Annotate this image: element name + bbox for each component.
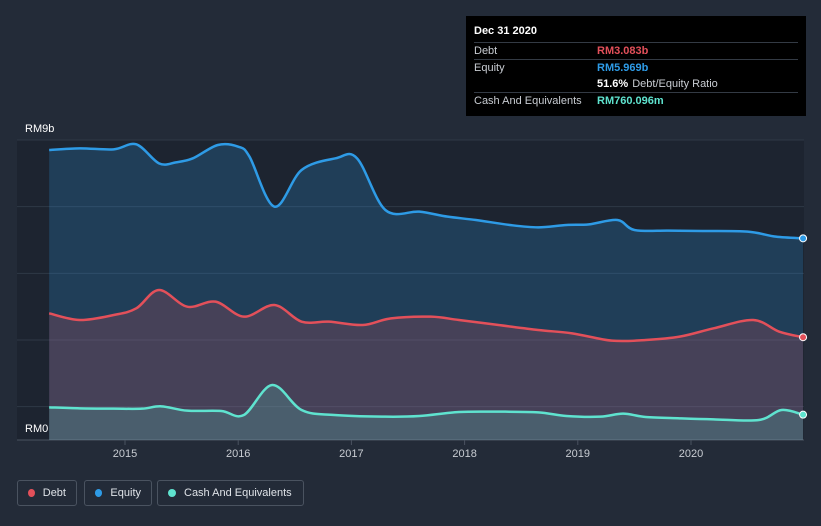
x-tick-label: 2015 xyxy=(113,448,137,460)
cash-and-equivalents-line xyxy=(49,383,804,422)
equity-line xyxy=(49,142,804,240)
legend-item-debt[interactable]: Debt xyxy=(17,480,77,506)
tooltip-cash-value: RM760.096m xyxy=(597,95,664,107)
legend-debt-label: Debt xyxy=(42,487,66,499)
debt-endpoint xyxy=(799,333,808,342)
cash-and-equivalents-endpoint xyxy=(799,410,808,419)
series-lines xyxy=(48,142,804,422)
tooltip-equity-value: RM5.969b xyxy=(597,62,649,74)
legend-equity-label: Equity xyxy=(110,487,141,499)
x-tick-label: 2017 xyxy=(339,448,363,460)
x-tick-label: 2016 xyxy=(226,448,250,460)
data-tooltip: Dec 31 2020 Debt RM3.083b Equity RM5.969… xyxy=(466,16,806,116)
grid-lines xyxy=(17,139,804,441)
x-tick-label: 2018 xyxy=(452,448,476,460)
legend-item-equity[interactable]: Equity xyxy=(84,480,152,506)
series-endpoints xyxy=(799,234,808,419)
x-tick-label: 2019 xyxy=(566,448,590,460)
equity-dot-icon xyxy=(95,489,103,497)
y-axis-top-label: RM9b xyxy=(25,123,54,135)
legend-cash-label: Cash And Equivalents xyxy=(184,487,292,499)
tooltip-row-equity: Equity RM5.969b xyxy=(474,59,798,76)
plot-background xyxy=(17,140,804,440)
tooltip-cash-label: Cash And Equivalents xyxy=(474,95,582,107)
tooltip-ratio-label: Debt/Equity Ratio xyxy=(632,78,718,90)
y-axis-bottom-label: RM0 xyxy=(25,423,48,435)
series-areas xyxy=(49,143,804,440)
cash-dot-icon xyxy=(168,489,176,497)
debt-line xyxy=(48,288,804,343)
tooltip-equity-label: Equity xyxy=(474,62,505,74)
x-tick-label: 2020 xyxy=(679,448,703,460)
tooltip-row-debt: Debt RM3.083b xyxy=(474,42,798,59)
debt-dot-icon xyxy=(28,489,35,497)
tooltip-debt-value: RM3.083b xyxy=(597,45,649,57)
tooltip-row-ratio: 51.6% Debt/Equity Ratio xyxy=(474,76,798,92)
tooltip-ratio-value: 51.6% xyxy=(597,78,629,90)
debt-area xyxy=(49,289,804,440)
legend-item-cash[interactable]: Cash And Equivalents xyxy=(157,480,304,506)
x-axis-ticks: 2015 2016 2017 2018 2019 2020 xyxy=(113,440,703,460)
equity-endpoint xyxy=(799,234,808,243)
cash-and-equivalents-area xyxy=(49,384,804,440)
tooltip-date: Dec 31 2020 xyxy=(474,25,537,37)
equity-area xyxy=(49,143,804,440)
tooltip-debt-label: Debt xyxy=(474,45,498,57)
tooltip-row-cash: Cash And Equivalents RM760.096m xyxy=(474,92,798,109)
